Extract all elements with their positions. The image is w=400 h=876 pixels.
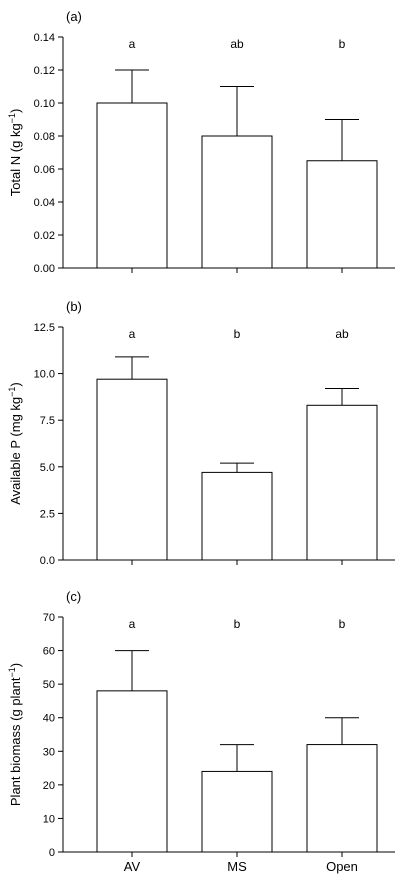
y-axis-title-superscript: −1 bbox=[7, 667, 17, 677]
chart-panel: (c) 0 10 20 30 40 50 60 70 Plant biomass (g plant… bbox=[7, 589, 395, 874]
y-axis-title: Plant biomass (g plant−1) bbox=[7, 663, 23, 806]
bar bbox=[306, 160, 378, 269]
significance-letter: b bbox=[234, 327, 241, 341]
y-tick-label: 70 bbox=[43, 612, 55, 624]
panel-label: (a) bbox=[66, 9, 82, 24]
y-tick-label: 0.12 bbox=[34, 65, 55, 77]
bar bbox=[201, 471, 273, 561]
x-tick-label: Open bbox=[326, 859, 358, 874]
panel-label: (b) bbox=[66, 299, 82, 314]
y-tick-label: 7.5 bbox=[40, 415, 55, 427]
y-tick-label: 0.06 bbox=[34, 164, 55, 176]
y-tick-label: 0 bbox=[49, 847, 55, 859]
y-tick-label: 0.14 bbox=[34, 32, 55, 44]
y-tick-label: 0.02 bbox=[34, 230, 55, 242]
significance-letter: b bbox=[339, 37, 346, 51]
y-axis-title: Available P (mg kg−1) bbox=[7, 382, 23, 505]
significance-letter: a bbox=[129, 617, 136, 631]
y-tick-label: 60 bbox=[43, 646, 55, 658]
y-tick-label: 0.00 bbox=[34, 263, 55, 275]
y-axis-title-superscript: −1 bbox=[7, 113, 17, 123]
significance-letter: b bbox=[339, 617, 346, 631]
bar bbox=[96, 102, 168, 269]
significance-letter: b bbox=[234, 617, 241, 631]
y-tick-label: 30 bbox=[43, 746, 55, 758]
y-tick-label: 0.08 bbox=[34, 131, 55, 143]
significance-letter: a bbox=[129, 37, 136, 51]
chart-panel: (b) 0.0 2.5 5.0 7.5 10.0 12.5 Available P (mg k… bbox=[7, 299, 395, 567]
y-axis-title: Total N (g kg−1) bbox=[7, 109, 23, 197]
bar bbox=[96, 378, 168, 561]
y-axis-title-text: Plant biomass (g plant bbox=[8, 677, 23, 806]
x-tick-label: AV bbox=[124, 859, 141, 874]
y-axis-title-superscript: −1 bbox=[7, 387, 17, 397]
bar bbox=[201, 135, 273, 269]
significance-letter: ab bbox=[230, 37, 244, 51]
bar bbox=[306, 744, 378, 853]
bar bbox=[96, 690, 168, 853]
y-tick-label: 0.04 bbox=[34, 197, 55, 209]
significance-letter: ab bbox=[335, 327, 349, 341]
y-axis-title-text: Available P (mg kg bbox=[8, 397, 23, 505]
y-tick-label: 0.10 bbox=[34, 98, 55, 110]
panel-label: (c) bbox=[66, 589, 81, 604]
y-tick-label: 10.0 bbox=[34, 369, 55, 381]
x-tick-label: MS bbox=[227, 859, 247, 874]
bar bbox=[201, 770, 273, 853]
y-tick-label: 5.0 bbox=[40, 462, 55, 474]
y-axis-title-tail: ) bbox=[8, 382, 23, 386]
y-tick-label: 20 bbox=[43, 780, 55, 792]
y-tick-label: 12.5 bbox=[34, 322, 55, 334]
y-tick-label: 2.5 bbox=[40, 508, 55, 520]
significance-letter: a bbox=[129, 327, 136, 341]
y-tick-label: 0.0 bbox=[40, 555, 55, 567]
chart-panel: (a) 0.00 0.02 0.04 0.06 0.08 0.10 0.12 0.14 Total… bbox=[7, 9, 395, 275]
y-axis-title-tail: ) bbox=[8, 663, 23, 667]
y-tick-label: 10 bbox=[43, 813, 55, 825]
y-tick-label: 40 bbox=[43, 713, 55, 725]
bar bbox=[306, 404, 378, 561]
y-axis-title-text: Total N (g kg bbox=[8, 123, 23, 196]
y-axis-title-tail: ) bbox=[8, 109, 23, 113]
y-tick-label: 50 bbox=[43, 679, 55, 691]
